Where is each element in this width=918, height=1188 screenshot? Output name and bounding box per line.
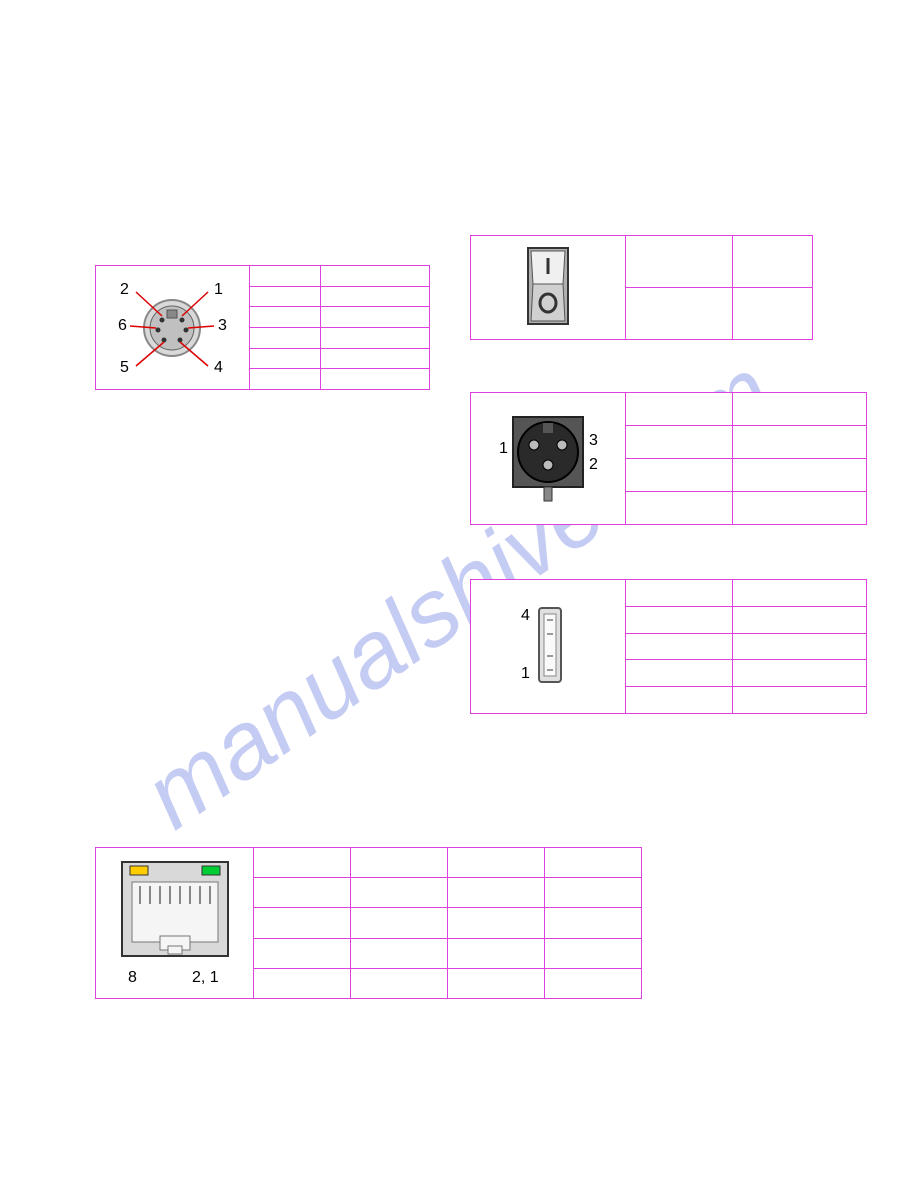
ps2-pin-1: 1 xyxy=(214,281,223,298)
ps2-pin-2: 2 xyxy=(120,281,129,298)
rj45-led-left xyxy=(130,866,148,875)
din-pin-2: 2 xyxy=(589,456,598,473)
usb-table: 4 1 xyxy=(470,579,867,714)
rj45-table: 8 2, 1 xyxy=(95,847,642,999)
switch-table xyxy=(470,235,813,340)
din-table: 1 3 2 xyxy=(470,392,867,525)
rj45-port-icon: 8 2, 1 xyxy=(96,848,253,995)
ps2-icon: 1 2 3 4 5 6 xyxy=(96,266,249,386)
ps2-table: 1 2 3 4 5 6 xyxy=(95,265,430,390)
ps2-pin-3: 3 xyxy=(218,317,227,334)
rj45-led-right xyxy=(202,866,220,875)
usb-pin-4: 4 xyxy=(521,607,530,624)
rj45-pin-8: 8 xyxy=(128,969,137,986)
din-pin-1: 1 xyxy=(499,440,508,457)
rocker-switch-icon xyxy=(471,236,625,336)
ps2-pin-4: 4 xyxy=(214,359,223,376)
din-connector-icon: 1 3 2 xyxy=(471,393,625,521)
usb-port-icon: 4 1 xyxy=(471,580,625,710)
usb-pin-1: 1 xyxy=(521,665,530,682)
ps2-pin-5: 5 xyxy=(120,359,129,376)
din-pin-3: 3 xyxy=(589,432,598,449)
rj45-pin-2-1: 2, 1 xyxy=(192,969,219,986)
ps2-pin-6: 6 xyxy=(118,317,127,334)
